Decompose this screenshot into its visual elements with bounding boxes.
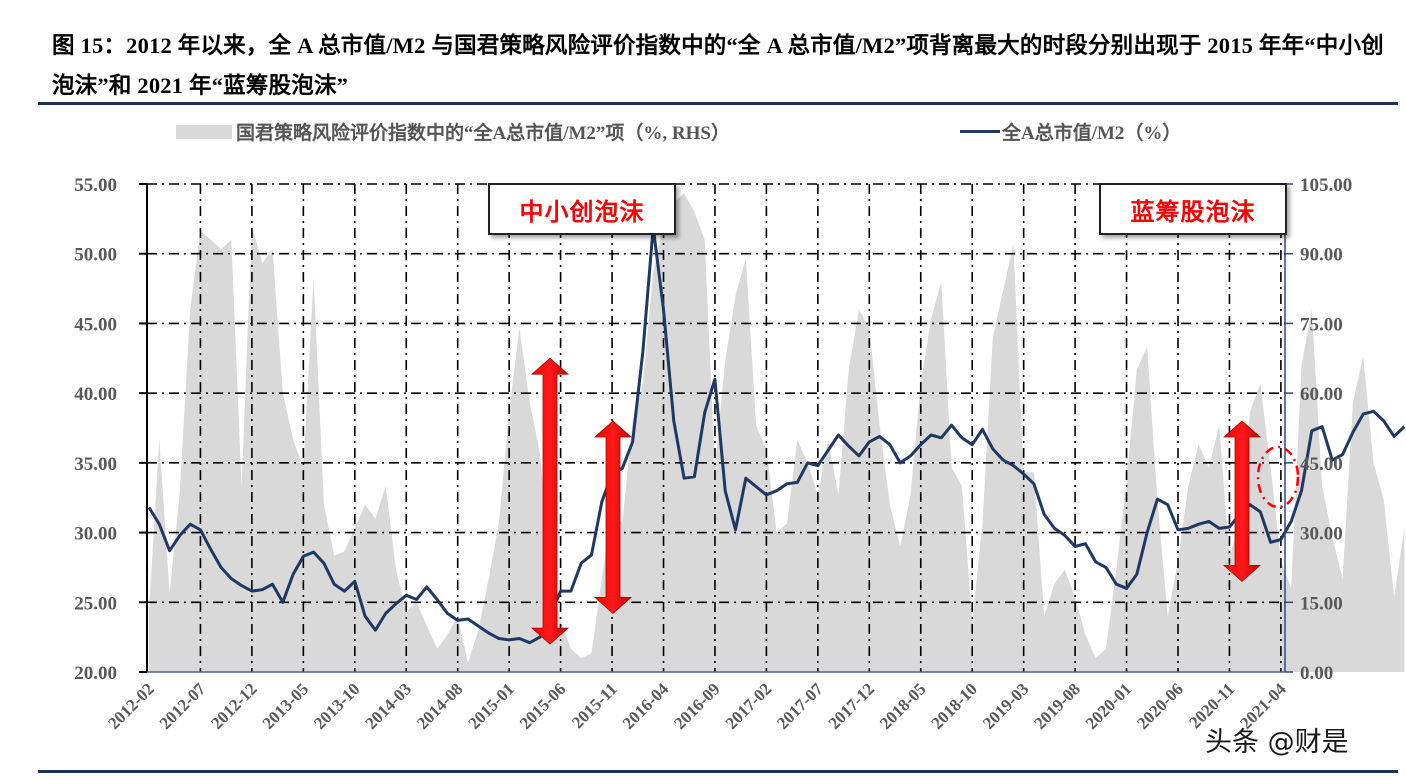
svg-text:2012-07: 2012-07 <box>156 679 210 733</box>
svg-text:30.00: 30.00 <box>74 524 117 545</box>
svg-text:2015-01: 2015-01 <box>464 679 518 733</box>
svg-text:90.00: 90.00 <box>1300 245 1343 266</box>
gridlines <box>147 183 1285 672</box>
svg-text:2018-05: 2018-05 <box>876 679 930 733</box>
svg-text:105.00: 105.00 <box>1300 175 1352 196</box>
annotation-small-cap-bubble: 中小创泡沫 <box>488 183 676 235</box>
svg-text:2016-09: 2016-09 <box>670 679 724 733</box>
chart-legend: 国君策略风险评价指数中的“全A总市值/M2”项（%, RHS） 全A总市值/M2… <box>0 118 1406 146</box>
svg-text:2014-08: 2014-08 <box>413 679 467 733</box>
legend-item-area: 国君策略风险评价指数中的“全A总市值/M2”项（%, RHS） <box>176 118 730 145</box>
svg-text:60.00: 60.00 <box>1300 384 1343 405</box>
svg-text:2017-12: 2017-12 <box>825 679 879 733</box>
legend-line-label: 全A总市值/M2（%） <box>1002 123 1182 144</box>
legend-item-line: 全A总市值/M2（%） <box>960 118 1181 145</box>
svg-text:2012-02: 2012-02 <box>104 679 158 733</box>
svg-text:50.00: 50.00 <box>74 245 117 266</box>
svg-text:45.00: 45.00 <box>1300 454 1343 475</box>
watermark: 头条 @财是 <box>1205 727 1349 758</box>
axes <box>139 183 1293 673</box>
legend-line-swatch <box>960 130 1000 133</box>
svg-text:2015-06: 2015-06 <box>516 679 570 733</box>
svg-text:2017-02: 2017-02 <box>722 679 776 733</box>
svg-text:2020-06: 2020-06 <box>1133 679 1187 733</box>
svg-text:2013-05: 2013-05 <box>259 679 313 733</box>
legend-area-swatch <box>176 124 232 139</box>
svg-text:45.00: 45.00 <box>74 314 117 335</box>
svg-text:2018-10: 2018-10 <box>928 679 982 733</box>
svg-text:35.00: 35.00 <box>74 454 117 475</box>
svg-text:0.00: 0.00 <box>1300 663 1333 684</box>
divergence-arrows <box>530 357 1300 645</box>
svg-text:2014-03: 2014-03 <box>362 679 416 733</box>
svg-text:2020-01: 2020-01 <box>1082 679 1136 733</box>
figure-title: 图 15：2012 年以来，全 A 总市值/M2 与国君策略风险评价指数中的“全… <box>52 33 1384 98</box>
title-divider <box>38 102 1398 105</box>
risk-index-area <box>149 193 1405 673</box>
svg-text:2019-08: 2019-08 <box>1030 679 1084 733</box>
svg-text:2019-03: 2019-03 <box>979 679 1033 733</box>
svg-text:2017-07: 2017-07 <box>773 679 827 733</box>
legend-area-label: 国君策略风险评价指数中的“全A总市值/M2”项（%, RHS） <box>236 123 731 144</box>
svg-text:15.00: 15.00 <box>1300 593 1343 614</box>
svg-text:40.00: 40.00 <box>74 384 117 405</box>
svg-text:2016-04: 2016-04 <box>619 679 673 733</box>
svg-text:2013-10: 2013-10 <box>310 679 364 733</box>
market-cap-m2-line <box>147 225 1406 645</box>
svg-text:2012-12: 2012-12 <box>207 679 261 733</box>
svg-text:55.00: 55.00 <box>74 175 117 196</box>
bottom-divider <box>38 770 1398 773</box>
svg-text:20.00: 20.00 <box>74 663 117 684</box>
svg-text:2015-11: 2015-11 <box>568 679 621 732</box>
svg-text:30.00: 30.00 <box>1300 524 1343 545</box>
svg-text:75.00: 75.00 <box>1300 314 1343 335</box>
annotation-blue-chip-bubble: 蓝筹股泡沫 <box>1099 183 1287 235</box>
svg-text:25.00: 25.00 <box>74 593 117 614</box>
